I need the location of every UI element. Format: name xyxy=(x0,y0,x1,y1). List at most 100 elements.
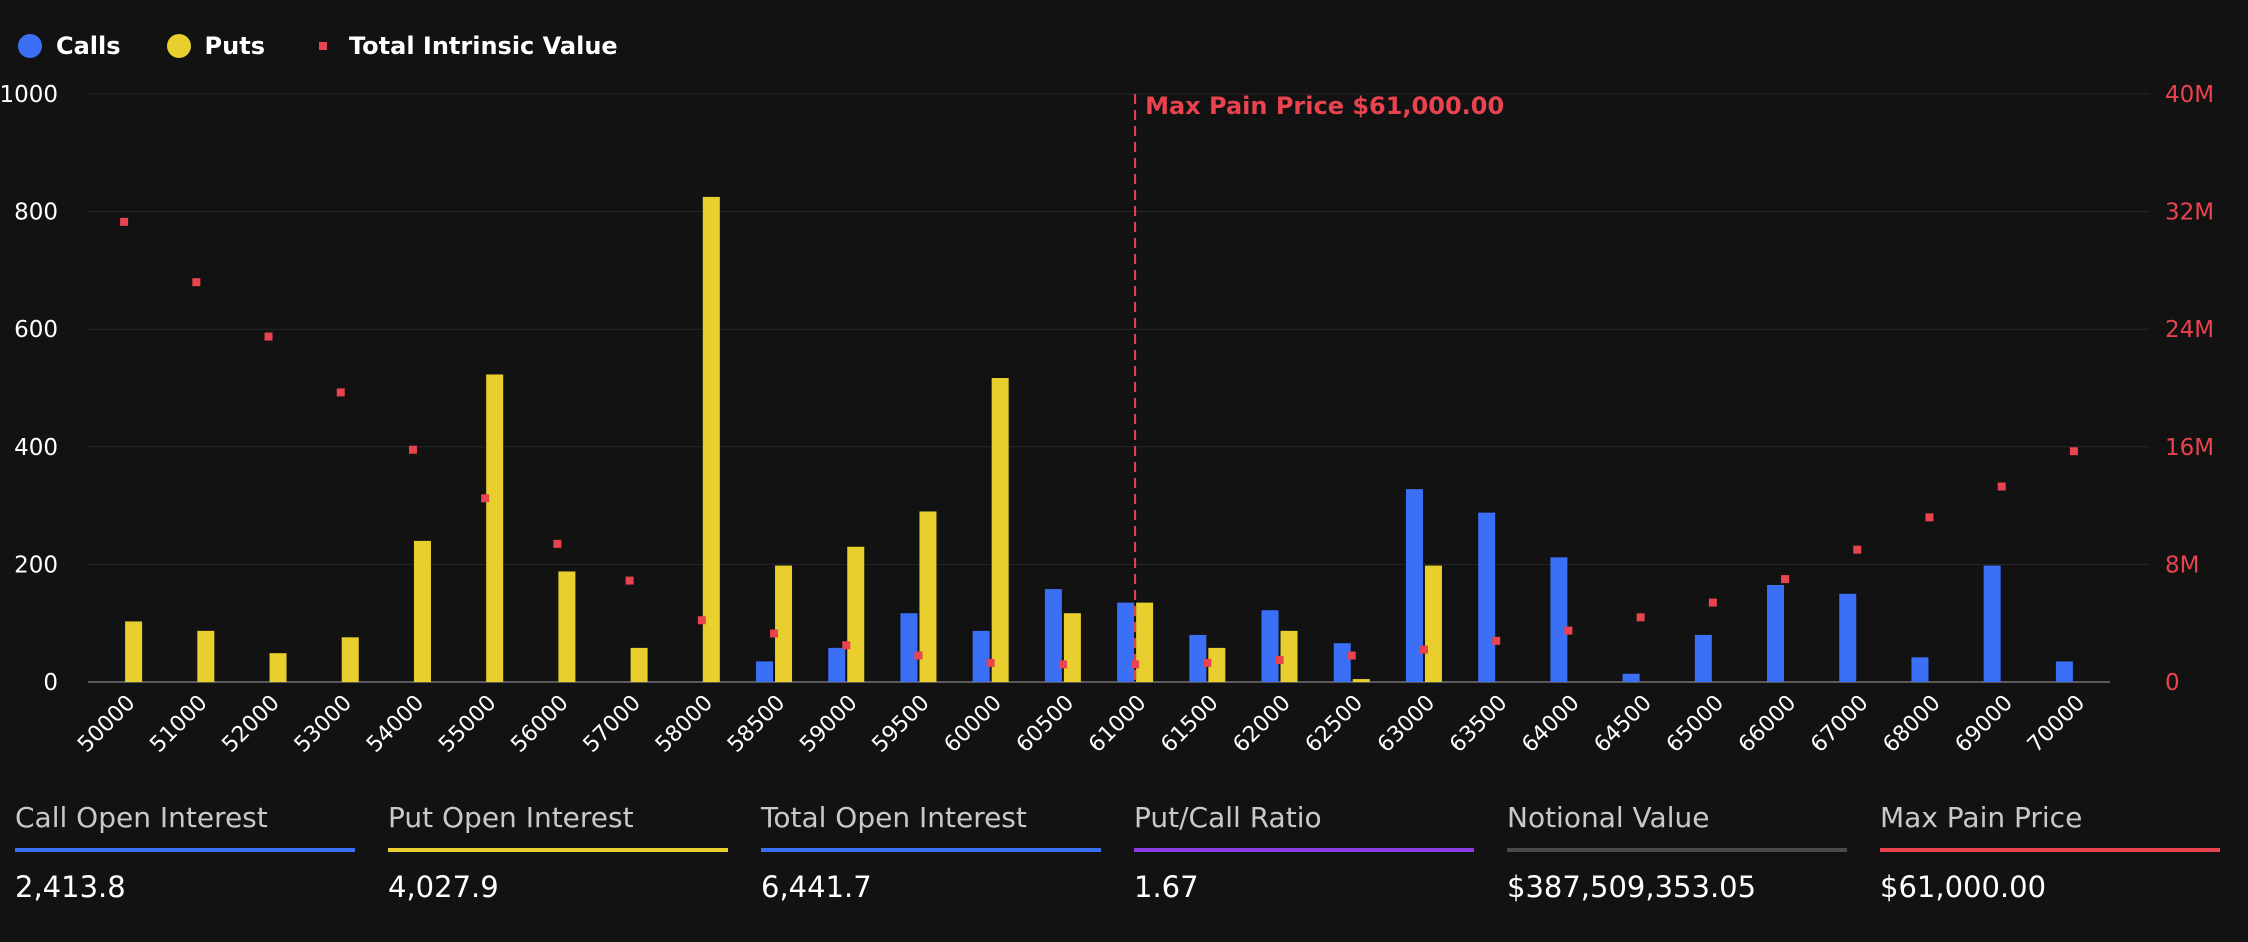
y-right-tick-label: 24M xyxy=(2165,317,2214,343)
tiv-point xyxy=(770,629,779,638)
put-bar xyxy=(1280,630,1298,682)
x-tick-label: 68000 xyxy=(1879,691,1946,758)
tiv-point xyxy=(192,278,201,287)
x-tick-label: 58000 xyxy=(651,691,718,758)
x-tick-label: 56000 xyxy=(506,691,573,758)
y-right-tick-label: 40M xyxy=(2165,82,2214,108)
put-bar xyxy=(341,637,359,682)
x-tick-label: 58500 xyxy=(723,691,790,758)
legend-item-puts[interactable]: Puts xyxy=(166,32,265,60)
call-bar xyxy=(1478,512,1496,682)
put-bar xyxy=(1063,613,1081,682)
call-bar xyxy=(1189,634,1207,682)
puts-dot-icon xyxy=(166,34,191,58)
put-bar xyxy=(486,374,504,682)
call-bar xyxy=(2055,661,2073,682)
x-tick-label: 63500 xyxy=(1445,691,1512,758)
x-tick-label: 60000 xyxy=(940,691,1007,758)
stat-notional-value: Notional Value $387,509,353.05 xyxy=(1507,798,1847,908)
tiv-point xyxy=(842,641,851,650)
max-pain-chart: 0 200 400 600 800 1000 0 8M 16M 24M 32M 40M 50000 510… xyxy=(0,82,2214,758)
stat-value: 2,413.8 xyxy=(15,870,126,904)
y-left-tick-label: 400 xyxy=(14,435,58,461)
tiv-point xyxy=(481,494,490,503)
x-tick-label: 64000 xyxy=(1517,691,1584,758)
legend-puts-label: Puts xyxy=(204,32,265,60)
tiv-point xyxy=(1925,513,1934,522)
x-tick-label: 61500 xyxy=(1156,691,1223,758)
tiv-point xyxy=(1275,655,1284,664)
y-right-tick-label: 0 xyxy=(2165,670,2180,696)
stat-max-pain-price: Max Pain Price $61,000.00 xyxy=(1880,798,2220,908)
tiv-point xyxy=(1492,636,1501,645)
calls-dot-icon xyxy=(18,34,42,58)
stat-value: 4,027.9 xyxy=(388,870,499,904)
tiv-square-icon xyxy=(318,42,327,50)
tiv-point xyxy=(986,658,995,667)
y-left-tick-label: 200 xyxy=(14,552,58,578)
stat-put-call-ratio: Put/Call Ratio 1.67 xyxy=(1134,798,1474,908)
tiv-point xyxy=(1708,598,1717,607)
call-bar xyxy=(1767,584,1785,682)
stat-underline xyxy=(15,848,355,852)
x-tick-label: 52000 xyxy=(218,691,285,758)
tiv-point xyxy=(1564,626,1573,635)
tiv-point xyxy=(1131,660,1140,669)
stat-value: 6,441.7 xyxy=(761,870,872,904)
tiv-point xyxy=(697,616,706,625)
x-tick-label: 62000 xyxy=(1229,691,1296,758)
stat-label: Notional Value xyxy=(1507,801,1710,834)
put-bar xyxy=(1208,647,1226,682)
tiv-point xyxy=(2069,447,2078,456)
x-tick-label: 62500 xyxy=(1301,691,1368,758)
x-tick-label: 53000 xyxy=(290,691,357,758)
stat-call-open-interest: Call Open Interest 2,413.8 xyxy=(15,798,355,908)
call-bar xyxy=(1117,602,1135,682)
y-left-tick-label: 0 xyxy=(43,670,58,696)
x-tick-label: 54000 xyxy=(362,691,429,758)
call-bar xyxy=(1044,589,1062,682)
tiv-point xyxy=(264,332,273,341)
y-right-tick-label: 16M xyxy=(2165,435,2214,461)
put-bar xyxy=(197,630,215,682)
tiv-point xyxy=(553,539,562,548)
put-bar xyxy=(1136,602,1154,682)
y-left-tick-label: 600 xyxy=(14,317,58,343)
stat-label: Put/Call Ratio xyxy=(1134,801,1322,834)
call-bar xyxy=(828,647,846,682)
call-bar xyxy=(1405,489,1423,682)
put-bar xyxy=(1424,565,1442,682)
stat-label: Max Pain Price xyxy=(1880,801,2083,834)
put-bar xyxy=(630,647,648,682)
put-bar xyxy=(125,621,143,682)
call-bar xyxy=(756,661,774,682)
legend-item-calls[interactable]: Calls xyxy=(18,32,121,60)
put-bar xyxy=(1352,679,1370,682)
x-tick-label: 63000 xyxy=(1373,691,1440,758)
call-bar xyxy=(1983,565,2001,682)
stat-value: 1.67 xyxy=(1134,870,1199,904)
stat-label: Put Open Interest xyxy=(388,801,634,834)
x-tick-label: 51000 xyxy=(145,691,212,758)
call-bar xyxy=(900,613,918,682)
put-bar xyxy=(558,571,576,682)
call-bar xyxy=(1550,557,1568,682)
put-bar xyxy=(702,196,720,682)
stat-underline xyxy=(1880,848,2220,852)
legend-item-tiv[interactable]: Total Intrinsic Value xyxy=(311,32,618,60)
x-tick-label: 55000 xyxy=(434,691,501,758)
stat-label: Total Open Interest xyxy=(761,801,1027,834)
x-tick-label: 64500 xyxy=(1590,691,1657,758)
call-bar xyxy=(1839,593,1857,682)
stat-underline xyxy=(1134,848,1474,852)
tiv-point xyxy=(914,651,923,660)
x-tick-label: 60500 xyxy=(1012,691,1079,758)
x-tick-label: 70000 xyxy=(2023,691,2090,758)
tiv-point xyxy=(408,445,417,454)
y-right-tick-label: 8M xyxy=(2165,552,2199,578)
tiv-point xyxy=(336,388,345,397)
tiv-point xyxy=(1058,660,1067,669)
x-tick-label: 57000 xyxy=(579,691,646,758)
call-bar xyxy=(1911,657,1929,682)
legend-calls-label: Calls xyxy=(56,32,121,60)
